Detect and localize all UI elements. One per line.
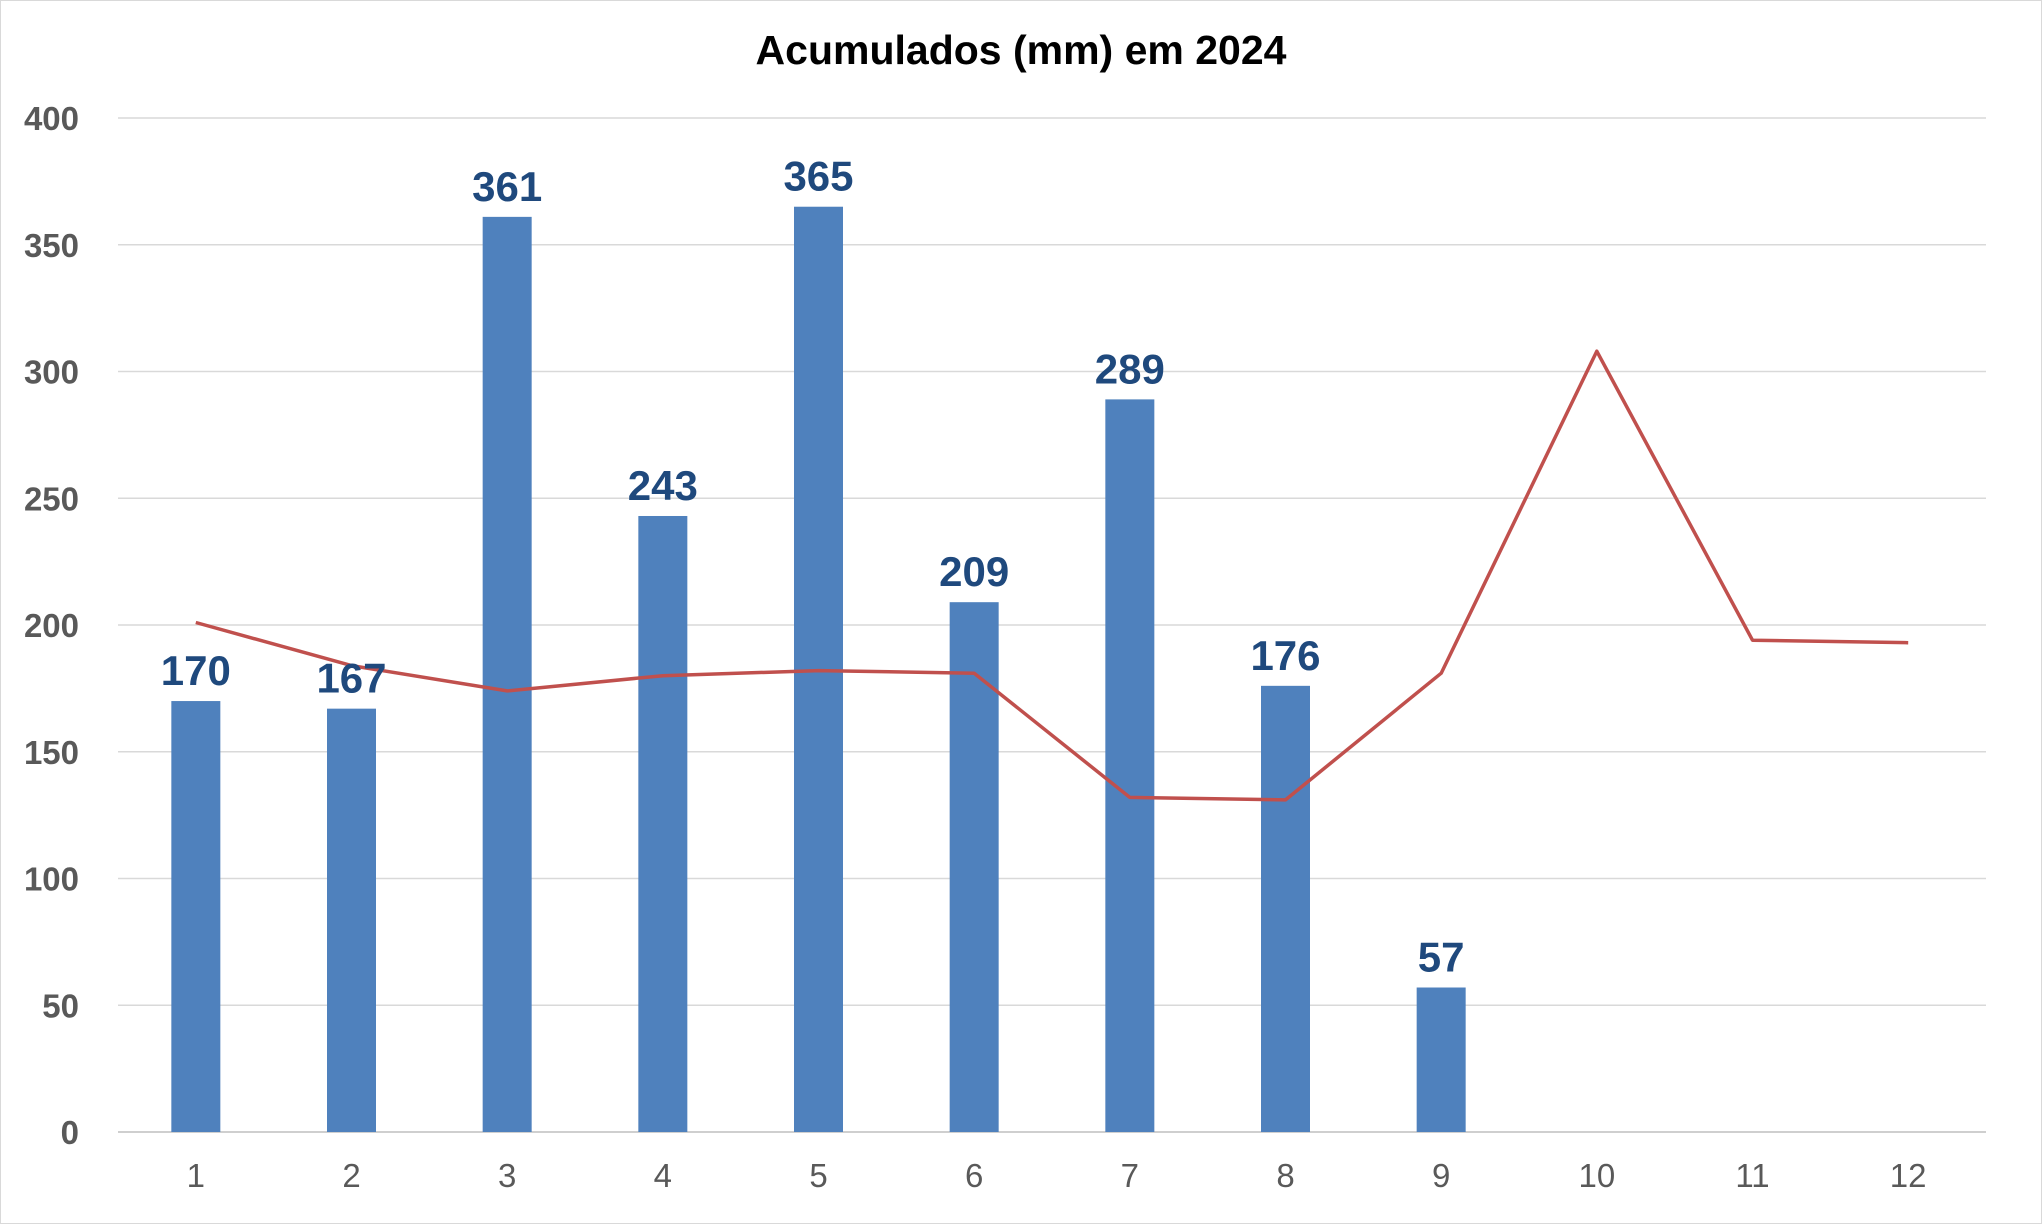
bar-6 (949, 602, 999, 1132)
x-tick-label-7: 7 (1121, 1157, 1139, 1194)
x-tick-label-5: 5 (809, 1157, 827, 1194)
x-tick-label-1: 1 (187, 1157, 205, 1194)
x-axis: 1 2 3 4 5 6 7 8 9 10 11 12 (187, 1157, 1927, 1194)
data-label-8: 176 (1250, 632, 1320, 679)
bar-4 (638, 515, 688, 1132)
bar-7 (1105, 399, 1155, 1132)
data-label-9: 57 (1418, 934, 1465, 981)
line-series (195, 349, 1909, 802)
data-label-3: 361 (472, 163, 542, 210)
bar-series (171, 206, 1466, 1133)
chart-title: Acumulados (mm) em 2024 (756, 27, 1287, 73)
y-tick-label-250: 250 (24, 480, 79, 517)
x-tick-label-10: 10 (1578, 1157, 1615, 1194)
data-label-7: 289 (1095, 345, 1165, 392)
y-tick-label-100: 100 (24, 861, 79, 898)
x-tick-label-6: 6 (965, 1157, 983, 1194)
bar-2 (327, 708, 376, 1132)
y-tick-label-400: 400 (24, 100, 79, 137)
line-series-path (195, 349, 1909, 802)
y-axis: 0 50 100 150 200 250 300 350 400 (24, 100, 79, 1151)
x-tick-label-12: 12 (1890, 1157, 1927, 1194)
y-tick-label-50: 50 (42, 987, 79, 1024)
gridlines (118, 117, 1986, 1133)
bar-1 (171, 701, 221, 1132)
x-tick-label-2: 2 (342, 1157, 360, 1194)
data-label-1: 170 (161, 647, 231, 694)
data-label-6: 209 (939, 548, 1009, 595)
bar-3 (482, 216, 532, 1133)
x-tick-label-3: 3 (498, 1157, 516, 1194)
y-tick-label-0: 0 (61, 1114, 79, 1151)
x-tick-label-4: 4 (654, 1157, 672, 1194)
x-tick-label-11: 11 (1735, 1157, 1769, 1194)
data-label-5: 365 (783, 153, 853, 200)
y-tick-label-300: 300 (24, 354, 79, 391)
y-tick-label-150: 150 (24, 734, 79, 771)
data-label-4: 243 (628, 462, 698, 509)
x-tick-label-8: 8 (1276, 1157, 1294, 1194)
data-labels: 170 167 361 243 365 209 289 176 57 (161, 153, 1465, 981)
bar-8 (1261, 685, 1310, 1132)
y-tick-label-350: 350 (24, 227, 79, 264)
bar-9 (1416, 987, 1466, 1132)
y-tick-label-200: 200 (24, 607, 79, 644)
x-tick-label-9: 9 (1432, 1157, 1450, 1194)
data-label-2: 167 (316, 655, 386, 702)
